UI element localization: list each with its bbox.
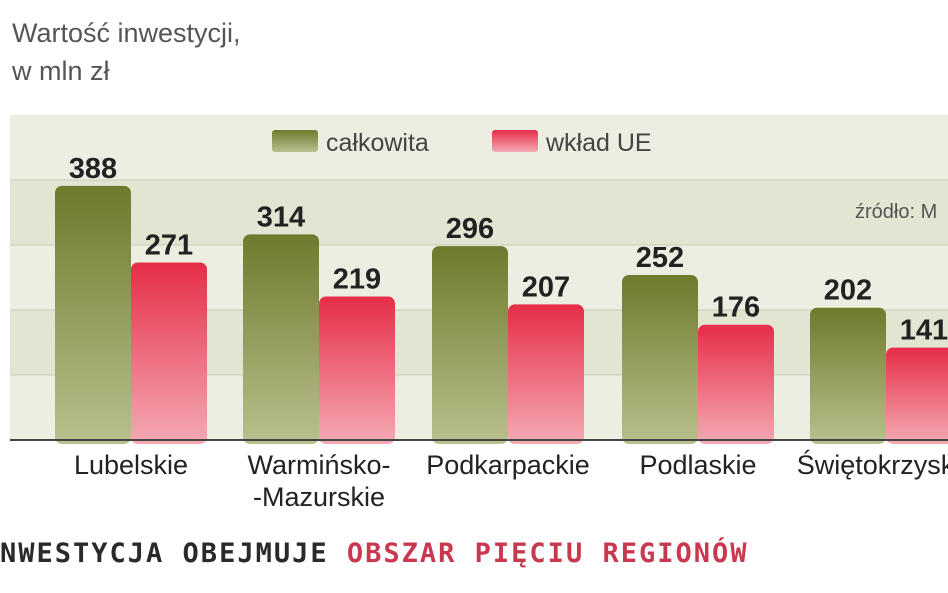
data-label: 202 — [824, 275, 872, 307]
data-label: 271 — [145, 229, 193, 261]
data-label: 388 — [69, 153, 117, 185]
data-label: 296 — [446, 213, 494, 245]
bar-eu — [698, 324, 774, 444]
bar-eu — [319, 296, 395, 444]
category-label: -Mazurskie — [253, 482, 385, 512]
data-label: 141 — [900, 315, 948, 347]
y-axis-label-line-1: Wartość inwestycji, — [12, 18, 241, 48]
category-label: Świętokrzyskie — [797, 448, 948, 480]
bar-total — [243, 234, 319, 444]
bar-eu — [886, 347, 948, 444]
data-label: 219 — [333, 264, 381, 296]
footer-text-dark: NWESTYCJA OBEJMUJE — [0, 538, 329, 569]
footer-text-accent: OBSZAR PIĘCIU REGIONÓW — [346, 538, 749, 569]
grid-band — [10, 115, 948, 180]
bar-total — [55, 185, 131, 445]
footer-caption: NWESTYCJA OBEJMUJE OBSZAR PIĘCIU REGIONÓ… — [0, 538, 749, 569]
category-label: Warmińsko- — [247, 450, 390, 480]
bar-total — [432, 246, 508, 444]
category-label: Podlaskie — [639, 450, 756, 480]
category-label: Lubelskie — [74, 450, 188, 480]
category-label: Podkarpackie — [426, 450, 590, 480]
y-axis-label-line-2: w mln zł — [12, 56, 110, 86]
bar-total — [622, 274, 698, 444]
bar-chart: całkowita wkład UE źródło: M 388 314 296 252… — [10, 115, 948, 512]
data-label: 252 — [636, 242, 684, 274]
legend-swatch-total — [272, 130, 318, 152]
legend-label: wkład UE — [545, 129, 652, 157]
data-label: 314 — [257, 201, 305, 233]
source-label: źródło: M — [855, 201, 937, 223]
data-label: 176 — [712, 292, 760, 324]
bar-total — [810, 307, 886, 444]
legend-swatch-eu — [492, 130, 538, 152]
bar-eu — [131, 262, 207, 444]
y-axis-label: Wartość inwestycji, w mln zł — [12, 14, 241, 90]
grid-band — [10, 180, 948, 245]
data-label: 207 — [522, 271, 570, 303]
legend-label: całkowita — [326, 129, 429, 157]
bar-eu — [508, 304, 584, 444]
